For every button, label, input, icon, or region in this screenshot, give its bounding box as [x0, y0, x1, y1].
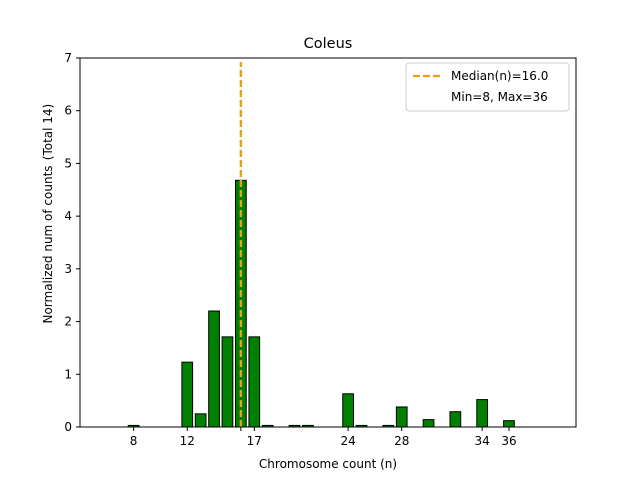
bar-n17	[248, 336, 261, 428]
bar-n24	[342, 393, 354, 428]
plot-frame	[79, 57, 577, 428]
y-axis-label: Normalized num of counts	[41, 165, 55, 323]
y-axis-label-note: (Total 14)	[41, 104, 55, 160]
x-tick-label: 36	[501, 434, 516, 448]
y-tick-label: 7	[64, 51, 72, 65]
bar-n12	[181, 361, 194, 428]
y-tick-label: 2	[64, 315, 72, 329]
bar-n34	[476, 399, 489, 428]
y-tick-label: 5	[64, 156, 72, 170]
bars-layer	[127, 179, 515, 428]
chart-title: Coleus	[304, 36, 353, 52]
bar-n30	[422, 419, 435, 428]
bar-n28	[395, 406, 408, 428]
y-tick-label: 4	[64, 209, 72, 223]
y-tick-label: 0	[64, 420, 72, 434]
x-axis-label: Chromosome count (n)	[259, 457, 397, 471]
x-tick-label: 17	[247, 434, 262, 448]
bar-n13	[194, 413, 207, 428]
y-axis-ticks: 0 1 2 3 4 5 6 7	[64, 51, 80, 434]
bar-n32	[449, 411, 462, 428]
legend-entry-range: Min=8, Max=36	[451, 90, 548, 104]
y-tick-label: 3	[64, 262, 72, 276]
x-tick-label: 24	[340, 434, 355, 448]
x-tick-label: 8	[130, 434, 138, 448]
legend-box	[405, 62, 570, 112]
legend-entry-median: Median(n)=16.0	[451, 69, 548, 83]
bar-n15	[221, 336, 234, 428]
x-tick-label: 28	[394, 434, 409, 448]
y-tick-label: 6	[64, 104, 72, 118]
x-tick-label: 12	[180, 434, 195, 448]
x-axis-ticks: 8 12 17 24 28 34 36	[130, 427, 517, 448]
bar-n36	[503, 420, 515, 428]
bar-n14	[208, 310, 220, 428]
y-tick-label: 1	[64, 367, 72, 381]
legend: Median(n)=16.0 Min=8, Max=36	[405, 62, 570, 112]
x-tick-label: 34	[475, 434, 490, 448]
